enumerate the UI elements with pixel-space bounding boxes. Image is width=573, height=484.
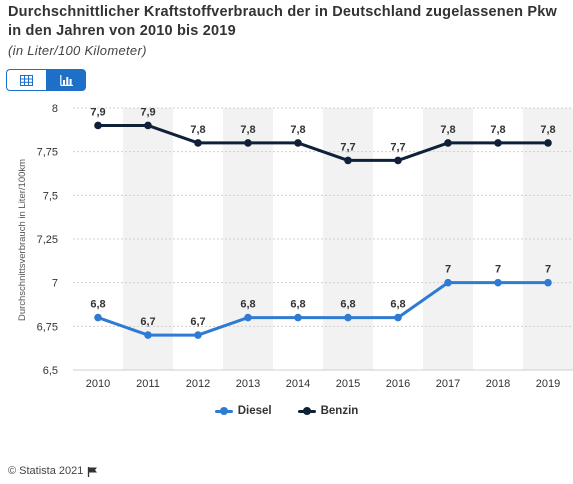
view-toggle <box>6 69 86 91</box>
data-label-diesel: 6,8 <box>90 299 105 311</box>
data-label-diesel: 6,8 <box>390 299 405 311</box>
y-tick-label: 7 <box>52 278 58 290</box>
legend-swatch-benzin <box>297 407 316 415</box>
y-axis-ticks: 6,5 6,75 7 7,25 7,5 7,75 8 <box>37 103 58 377</box>
legend: Diesel Benzin <box>0 405 573 417</box>
data-label-diesel: 6,8 <box>240 299 255 311</box>
data-point-benzin <box>294 139 302 147</box>
data-label-benzin: 7,7 <box>340 141 355 153</box>
data-label-benzin: 7,8 <box>290 124 305 136</box>
x-tick-label: 2010 <box>86 378 110 390</box>
x-tick-label: 2019 <box>536 378 560 390</box>
y-tick-label: 8 <box>52 103 58 115</box>
band-2019 <box>523 108 573 370</box>
x-axis-ticks: 2010 2011 2012 2013 2014 2015 2016 2017 2018 2019 <box>86 378 560 390</box>
band-2013 <box>223 108 273 370</box>
data-point-benzin <box>344 156 352 165</box>
data-label-diesel: 6,8 <box>340 299 355 311</box>
data-label-diesel: 7 <box>495 264 501 276</box>
data-label-diesel: 7 <box>545 264 551 276</box>
data-label-benzin: 7,8 <box>190 124 205 136</box>
data-point-diesel <box>444 278 452 287</box>
series-line-benzin <box>96 123 550 162</box>
chart-subtitle: (in Liter/100 Kilometer) <box>8 43 147 58</box>
data-point-diesel <box>94 313 102 322</box>
data-point-benzin <box>544 139 552 147</box>
data-point-diesel <box>144 331 152 339</box>
x-tick-label: 2016 <box>386 378 410 390</box>
x-tick-label: 2017 <box>436 378 460 390</box>
chart-view-button[interactable] <box>46 69 86 91</box>
data-point-benzin <box>494 139 502 147</box>
data-label-benzin: 7,9 <box>90 106 105 118</box>
band-2011 <box>123 108 173 370</box>
band-2015 <box>323 108 373 370</box>
data-point-diesel <box>494 278 502 287</box>
y-tick-label: 7,75 <box>37 147 58 159</box>
x-tick-label: 2014 <box>286 378 310 390</box>
data-label-diesel: 6,7 <box>190 316 205 328</box>
data-label-benzin: 7,8 <box>440 124 455 136</box>
data-label-diesel: 7 <box>445 264 451 276</box>
legend-item-diesel[interactable]: Diesel <box>214 405 272 417</box>
data-point-benzin <box>94 121 102 130</box>
data-label-diesel: 6,8 <box>290 299 305 311</box>
data-point-benzin <box>244 139 252 147</box>
data-label-benzin: 7,8 <box>540 124 555 136</box>
data-point-diesel <box>394 313 402 322</box>
data-label-benzin: 7,8 <box>490 124 505 136</box>
data-label-benzin: 7,9 <box>140 106 155 118</box>
bar-chart-icon <box>59 74 73 86</box>
band-2017 <box>423 108 473 370</box>
y-tick-label: 6,75 <box>37 321 58 333</box>
x-tick-label: 2018 <box>486 378 510 390</box>
series-line-diesel <box>96 281 550 337</box>
x-tick-label: 2012 <box>186 378 210 390</box>
x-tick-label: 2015 <box>336 378 360 390</box>
y-tick-label: 6,5 <box>43 365 58 377</box>
copyright-text: © Statista 2021 <box>8 465 84 477</box>
legend-swatch-diesel <box>214 407 233 415</box>
table-view-button[interactable] <box>6 69 46 91</box>
y-tick-label: 7,5 <box>43 190 58 202</box>
data-point-benzin <box>444 139 452 147</box>
data-point-diesel <box>294 313 302 322</box>
data-label-benzin: 7,8 <box>240 124 255 136</box>
category-bands <box>123 108 573 370</box>
data-point-diesel <box>344 313 352 322</box>
y-tick-label: 7,25 <box>37 234 58 246</box>
flag-icon[interactable] <box>87 466 98 477</box>
legend-item-benzin[interactable]: Benzin <box>297 405 359 417</box>
data-point-diesel <box>194 331 202 339</box>
data-point-benzin <box>394 156 402 165</box>
data-label-benzin: 7,7 <box>390 141 405 153</box>
data-point-benzin <box>194 139 202 147</box>
series-lines <box>94 121 552 339</box>
y-axis-label: Durchschnittsverbrauch in Liter/100km <box>17 159 28 321</box>
data-label-diesel: 6,7 <box>140 316 155 328</box>
x-tick-label: 2011 <box>136 378 160 390</box>
footer: © Statista 2021 <box>8 465 98 477</box>
data-point-diesel <box>544 278 552 287</box>
chart-title: Durchschnittlicher Kraftstoffverbrauch d… <box>8 4 558 39</box>
table-icon <box>20 74 33 86</box>
legend-label-benzin: Benzin <box>320 405 359 417</box>
legend-label-diesel: Diesel <box>237 405 272 417</box>
x-tick-label: 2013 <box>236 378 260 390</box>
data-labels: 6,8 6,7 6,7 6,8 6,8 6,8 6,8 7 7 7 7,9 7,9 7,8 7,8 7,8 7… <box>90 106 555 328</box>
data-point-benzin <box>144 121 152 130</box>
data-point-diesel <box>244 313 252 322</box>
